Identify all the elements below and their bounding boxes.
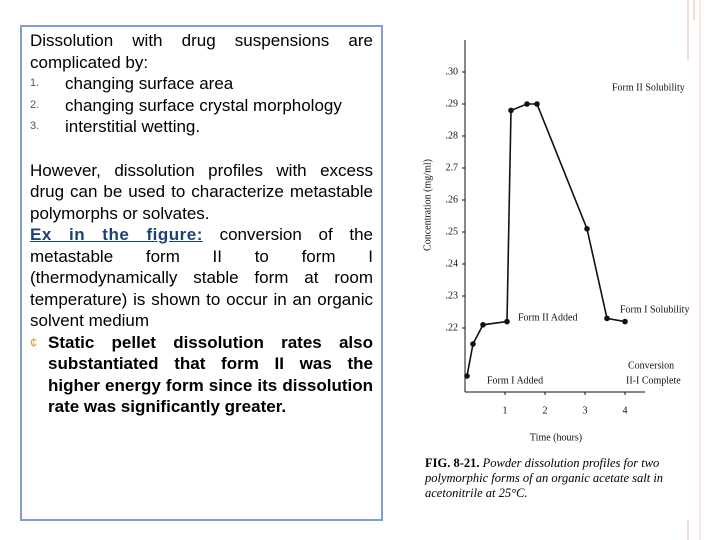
caption-label: FIG. 8-21. xyxy=(425,456,480,470)
y-tick-label: .30 xyxy=(446,66,459,77)
list-item: 1. changing surface area xyxy=(30,73,373,95)
annotation: Form II Added xyxy=(518,312,577,323)
list-marker: 1. xyxy=(30,77,40,89)
data-point xyxy=(464,373,470,379)
paragraph: However, dissolution profiles with exces… xyxy=(30,160,373,223)
data-point xyxy=(480,322,486,328)
example-label: Ex in the figure: xyxy=(30,225,203,244)
list: 1. changing surface area 2. changing surfac… xyxy=(30,73,373,138)
list-marker: 2. xyxy=(30,98,40,111)
x-tick-label: 3 xyxy=(583,405,588,416)
data-line xyxy=(466,103,626,377)
annotation: Conversion xyxy=(628,360,674,371)
y-tick-label: .25 xyxy=(446,226,459,237)
x-tick-label: 2 xyxy=(543,405,548,416)
list-marker: 3. xyxy=(30,120,40,132)
data-point xyxy=(584,226,590,232)
caption-text: Powder dissolution profiles for two poly… xyxy=(425,456,664,500)
example-text: conversion of the metastable form II to … xyxy=(30,225,373,330)
list-text: changing surface crystal morphology xyxy=(65,95,342,115)
bullet-marker: ¢ xyxy=(30,334,38,350)
data-point xyxy=(508,107,514,114)
example: Ex in the figure: conversion of the meta… xyxy=(30,224,373,332)
list-text: interstitial wetting. xyxy=(65,117,201,136)
bullet-text: Static pellet dissolution rates also sub… xyxy=(48,332,373,417)
y-tick-label: .22 xyxy=(446,322,459,333)
y-tick-label: .24 xyxy=(446,258,459,269)
annotation: Form I Solubility xyxy=(620,304,689,315)
intro: Dissolution with drug suspensions are co… xyxy=(30,31,373,72)
y-tick-label: .23 xyxy=(446,290,459,301)
x-tick-label: 1 xyxy=(503,405,508,416)
data-point xyxy=(604,315,610,322)
list-item: 2. changing surface crystal morphology xyxy=(30,95,373,117)
x-tick-label: 4 xyxy=(623,405,628,416)
text-box: Dissolution with drug suspensions are co… xyxy=(20,25,383,521)
data-point xyxy=(470,341,476,347)
caption: FIG. 8-21. Powder dissolution profiles f… xyxy=(425,456,690,501)
annotation: Form I Added xyxy=(487,375,543,386)
y-tick-label: 2.7 xyxy=(446,162,459,173)
data-point xyxy=(534,101,540,107)
data-point xyxy=(622,318,628,325)
y-axis-title: Concentration (mg/ml) xyxy=(422,159,433,251)
list-item: 3. interstitial wetting. xyxy=(30,116,373,138)
list-text: changing surface area xyxy=(65,74,234,93)
bullet-item: ¢ Static pellet dissolution rates also su… xyxy=(30,332,373,418)
data-point xyxy=(504,318,510,325)
annotation: Form II Solubility xyxy=(612,82,685,93)
y-tick-label: .26 xyxy=(446,194,459,205)
y-tick-label: .29 xyxy=(446,98,459,109)
annotation: II-I Complete xyxy=(626,375,681,386)
y-tick-label: .28 xyxy=(446,130,459,141)
x-axis-title: Time (hours) xyxy=(530,432,582,443)
data-point xyxy=(524,101,530,107)
